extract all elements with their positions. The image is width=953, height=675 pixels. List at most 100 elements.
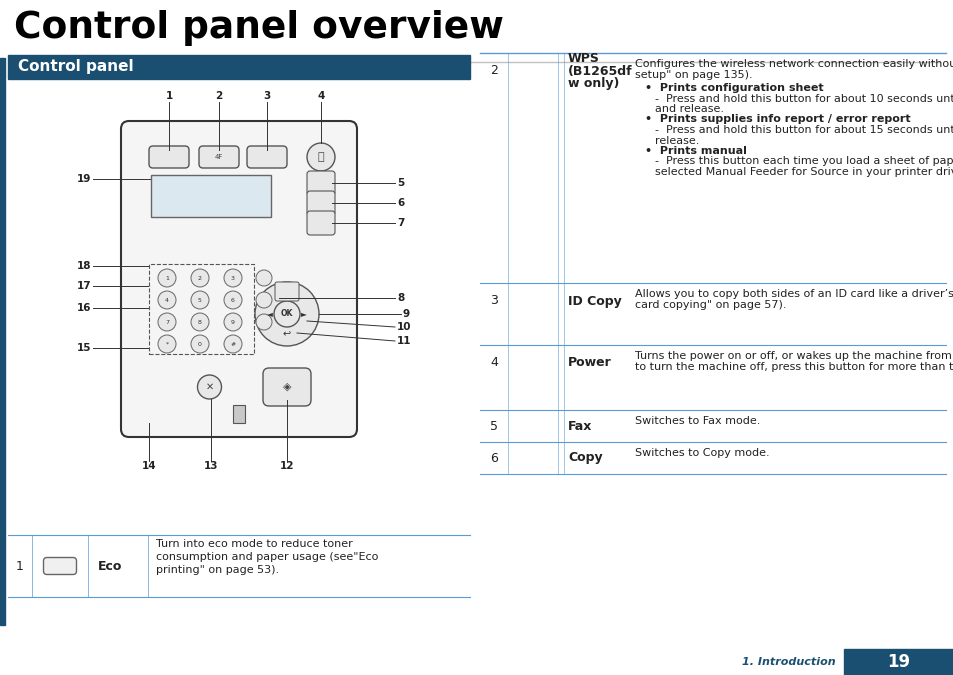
Text: 4: 4 xyxy=(165,298,169,302)
Text: 10: 10 xyxy=(396,322,411,332)
Text: 18: 18 xyxy=(76,261,91,271)
Text: 15: 15 xyxy=(76,343,91,353)
Circle shape xyxy=(274,301,299,327)
Text: ✕: ✕ xyxy=(205,382,213,392)
FancyBboxPatch shape xyxy=(307,171,335,195)
Bar xyxy=(0,58,5,625)
Circle shape xyxy=(224,335,242,353)
Text: ID Copy: ID Copy xyxy=(567,294,621,308)
Text: 4: 4 xyxy=(317,91,324,101)
Text: Turn into eco mode to reduce toner
consumption and paper usage (see"Eco
printing: Turn into eco mode to reduce toner consu… xyxy=(156,539,378,575)
Text: 1: 1 xyxy=(16,560,24,572)
Text: 2: 2 xyxy=(198,275,202,281)
Text: to turn the machine off, press this button for more than three seconds.: to turn the machine off, press this butt… xyxy=(635,362,953,371)
Text: card copying" on page 57).: card copying" on page 57). xyxy=(635,300,785,310)
Text: 4: 4 xyxy=(490,356,497,369)
Text: 8: 8 xyxy=(198,319,202,325)
Circle shape xyxy=(224,291,242,309)
Bar xyxy=(8,55,470,79)
Text: 8: 8 xyxy=(396,293,404,303)
Text: •  Prints manual: • Prints manual xyxy=(644,146,746,156)
Circle shape xyxy=(255,270,272,286)
Circle shape xyxy=(197,375,221,399)
Text: -  Press and hold this button for about 10 seconds until the green LED blinks sl: - Press and hold this button for about 1… xyxy=(655,94,953,103)
Text: •  Prints supplies info report / error report: • Prints supplies info report / error re… xyxy=(644,115,910,124)
Text: Switches to Fax mode.: Switches to Fax mode. xyxy=(635,416,760,426)
Text: 5: 5 xyxy=(396,178,404,188)
Circle shape xyxy=(191,291,209,309)
Text: ⏻: ⏻ xyxy=(317,152,324,162)
Text: 4F: 4F xyxy=(214,154,223,160)
Text: selected Manual Feeder for Source in your printer driver.: selected Manual Feeder for Source in you… xyxy=(655,167,953,177)
Text: #: # xyxy=(230,342,235,346)
Text: and release.: and release. xyxy=(655,104,723,114)
Text: 3: 3 xyxy=(490,294,497,308)
Text: Allows you to copy both sides of an ID card like a driver’s license on a single : Allows you to copy both sides of an ID c… xyxy=(635,289,953,299)
FancyBboxPatch shape xyxy=(307,191,335,215)
Text: -  Press and hold this button for about 15 seconds until the green LED on, and: - Press and hold this button for about 1… xyxy=(655,125,953,135)
Text: Power: Power xyxy=(567,356,611,369)
Text: Eco: Eco xyxy=(98,560,122,572)
Text: 14: 14 xyxy=(142,461,156,471)
Text: Switches to Copy mode.: Switches to Copy mode. xyxy=(635,448,769,458)
Text: 19: 19 xyxy=(886,653,909,671)
Text: 1. Introduction: 1. Introduction xyxy=(741,657,835,667)
Text: 3: 3 xyxy=(231,275,234,281)
Bar xyxy=(843,649,953,675)
Text: 3: 3 xyxy=(263,91,271,101)
Text: 9: 9 xyxy=(231,319,234,325)
Text: Turns the power on or off, or wakes up the machine from the power save mode. If : Turns the power on or off, or wakes up t… xyxy=(635,351,953,361)
Text: 0: 0 xyxy=(198,342,202,346)
Text: ↩: ↩ xyxy=(283,329,291,339)
Text: OK: OK xyxy=(280,310,293,319)
FancyBboxPatch shape xyxy=(44,558,76,574)
Text: 11: 11 xyxy=(396,336,411,346)
Bar xyxy=(149,264,253,354)
Text: *: * xyxy=(165,342,169,346)
Text: -  Press this button each time you load a sheet of paper in the tray if you have: - Press this button each time you load a… xyxy=(655,157,953,167)
Text: 1: 1 xyxy=(165,91,172,101)
Bar xyxy=(151,175,271,217)
Circle shape xyxy=(255,292,272,308)
Text: 7: 7 xyxy=(396,218,404,228)
FancyBboxPatch shape xyxy=(274,282,298,301)
Text: 17: 17 xyxy=(76,281,91,291)
Text: 12: 12 xyxy=(279,461,294,471)
Circle shape xyxy=(307,143,335,171)
FancyBboxPatch shape xyxy=(263,368,311,406)
Text: 5: 5 xyxy=(490,419,497,433)
Text: Configures the wireless network connection easily without a computer (see "Wired: Configures the wireless network connecti… xyxy=(635,59,953,69)
Text: ►: ► xyxy=(301,310,307,319)
Text: 6: 6 xyxy=(396,198,404,208)
Text: 7: 7 xyxy=(165,319,169,325)
FancyBboxPatch shape xyxy=(121,121,356,437)
Text: 6: 6 xyxy=(231,298,234,302)
Bar xyxy=(233,405,245,423)
FancyBboxPatch shape xyxy=(199,146,239,168)
Circle shape xyxy=(224,269,242,287)
Circle shape xyxy=(158,335,175,353)
Text: setup" on page 135).: setup" on page 135). xyxy=(635,70,752,80)
Text: ◄: ◄ xyxy=(267,310,273,319)
Text: 2: 2 xyxy=(215,91,222,101)
Circle shape xyxy=(224,313,242,331)
Text: 13: 13 xyxy=(204,461,218,471)
Text: Control panel overview: Control panel overview xyxy=(14,10,503,46)
Circle shape xyxy=(158,269,175,287)
Circle shape xyxy=(191,313,209,331)
Circle shape xyxy=(191,335,209,353)
FancyBboxPatch shape xyxy=(149,146,189,168)
Circle shape xyxy=(191,269,209,287)
Text: Control panel: Control panel xyxy=(18,59,133,74)
Text: release.: release. xyxy=(655,136,699,146)
Text: 19: 19 xyxy=(76,174,91,184)
Text: ◈: ◈ xyxy=(282,382,291,392)
Text: 6: 6 xyxy=(490,452,497,464)
Text: 1: 1 xyxy=(165,275,169,281)
Text: (B1265df: (B1265df xyxy=(567,65,632,78)
Text: 16: 16 xyxy=(76,303,91,313)
Text: 2: 2 xyxy=(490,65,497,78)
Text: w only): w only) xyxy=(567,76,618,90)
Text: 5: 5 xyxy=(198,298,202,302)
Text: •  Prints configuration sheet: • Prints configuration sheet xyxy=(644,83,822,93)
